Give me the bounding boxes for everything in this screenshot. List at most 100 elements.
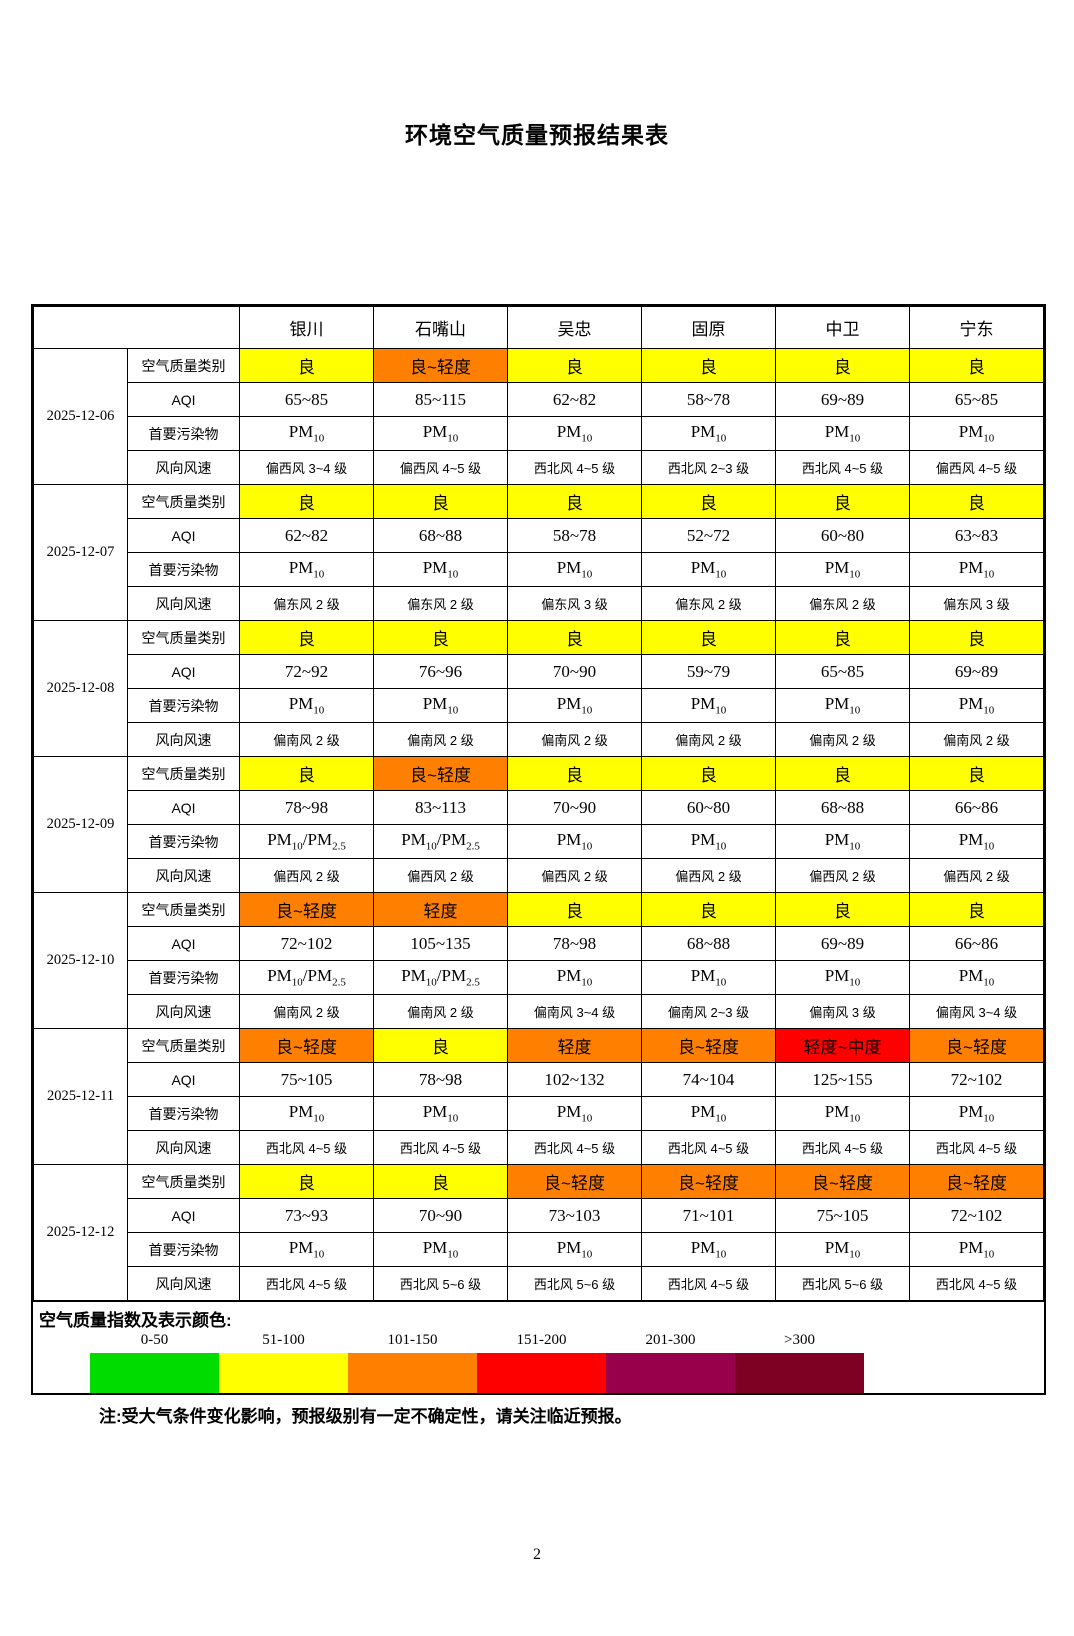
pollutant-cell: PM10 xyxy=(239,688,374,723)
row-label-wind: 风向风速 xyxy=(127,586,240,621)
pollutant-row: 首要污染物 PM10 PM10 PM10 PM10 PM10 PM10 xyxy=(34,552,1044,587)
wind-cell: 偏东风 2 级 xyxy=(775,586,910,621)
aqi-cell: 70~90 xyxy=(373,1198,508,1233)
aqi-cell: 72~102 xyxy=(909,1062,1044,1097)
row-label-aqi: AQI xyxy=(127,382,240,417)
row-label-pollutant: 首要污染物 xyxy=(127,416,240,451)
wind-cell: 西北风 4~5 级 xyxy=(507,450,642,485)
row-label-pollutant: 首要污染物 xyxy=(127,552,240,587)
wind-row: 风向风速 西北风 4~5 级 西北风 5~6 级 西北风 5~6 级 西北风 4… xyxy=(34,1266,1044,1301)
pollutant-cell: PM10 xyxy=(775,1096,910,1131)
pollutant-cell: PM10 xyxy=(641,824,776,859)
wind-row: 风向风速 西北风 4~5 级 西北风 4~5 级 西北风 4~5 级 西北风 4… xyxy=(34,1130,1044,1165)
row-label-aqi: AQI xyxy=(127,790,240,825)
legend-color-swatch xyxy=(477,1353,606,1393)
category-cell: 良~轻度 xyxy=(641,1164,776,1199)
wind-row: 风向风速 偏西风 3~4 级 偏西风 4~5 级 西北风 4~5 级 西北风 2… xyxy=(34,450,1044,485)
pollutant-cell: PM10 xyxy=(909,552,1044,587)
pollutant-cell: PM10 xyxy=(775,688,910,723)
aqi-cell: 66~86 xyxy=(909,926,1044,961)
category-cell: 良~轻度 xyxy=(641,1028,776,1063)
wind-cell: 偏东风 2 级 xyxy=(373,586,508,621)
wind-cell: 偏南风 2 级 xyxy=(373,722,508,757)
wind-cell: 西北风 4~5 级 xyxy=(239,1266,374,1301)
wind-cell: 西北风 4~5 级 xyxy=(239,1130,374,1165)
pollutant-cell: PM10 xyxy=(507,824,642,859)
wind-cell: 偏南风 2 级 xyxy=(239,722,374,757)
pollutant-cell: PM10 xyxy=(507,960,642,995)
pollutant-row: 首要污染物 PM10 PM10 PM10 PM10 PM10 PM10 xyxy=(34,688,1044,723)
aqi-cell: 59~79 xyxy=(641,654,776,689)
category-cell: 良 xyxy=(775,620,910,655)
category-cell: 良 xyxy=(239,620,374,655)
category-row: 2025-12-11 空气质量类别 良~轻度 良 轻度 良~轻度 轻度~中度 良… xyxy=(33,1028,1044,1165)
aqi-cell: 75~105 xyxy=(775,1198,910,1233)
pollutant-cell: PM10/PM2.5 xyxy=(239,960,374,995)
category-cell: 良 xyxy=(373,484,508,519)
pollutant-cell: PM10/PM2.5 xyxy=(373,960,508,995)
wind-cell: 偏南风 3 级 xyxy=(775,994,910,1029)
wind-cell: 偏南风 2 级 xyxy=(775,722,910,757)
legend-item: 151-200 xyxy=(477,1332,606,1393)
pollutant-cell: PM10 xyxy=(373,1096,508,1131)
aqi-cell: 60~80 xyxy=(641,790,776,825)
aqi-cell: 70~90 xyxy=(507,654,642,689)
category-cell: 良 xyxy=(909,892,1044,927)
aqi-cell: 73~103 xyxy=(507,1198,642,1233)
row-label-wind: 风向风速 xyxy=(127,858,240,893)
city-header: 吴忠 xyxy=(507,306,642,349)
pollutant-cell: PM10 xyxy=(775,824,910,859)
category-cell: 轻度~中度 xyxy=(775,1028,910,1063)
category-cell: 良 xyxy=(775,756,910,791)
category-cell: 良~轻度 xyxy=(507,1164,642,1199)
pollutant-row: 首要污染物 PM10/PM2.5 PM10/PM2.5 PM10 PM10 PM… xyxy=(34,824,1044,859)
wind-cell: 西北风 5~6 级 xyxy=(507,1266,642,1301)
aqi-cell: 68~88 xyxy=(373,518,508,553)
category-cell: 良 xyxy=(641,348,776,383)
aqi-cell: 78~98 xyxy=(239,790,374,825)
row-label-wind: 风向风速 xyxy=(127,994,240,1029)
aqi-cell: 68~88 xyxy=(641,926,776,961)
aqi-row: AQI 73~93 70~90 73~103 71~101 75~105 72~… xyxy=(34,1198,1044,1233)
aqi-cell: 65~85 xyxy=(909,382,1044,417)
category-cell: 良 xyxy=(507,756,642,791)
aqi-cell: 68~88 xyxy=(775,790,910,825)
category-cell: 良 xyxy=(239,756,374,791)
page-number: 2 xyxy=(533,1546,541,1563)
city-header: 宁东 xyxy=(909,306,1044,349)
pollutant-cell: PM10 xyxy=(373,688,508,723)
pollutant-row: 首要污染物 PM10 PM10 PM10 PM10 PM10 PM10 xyxy=(34,1232,1044,1267)
pollutant-row: 首要污染物 PM10/PM2.5 PM10/PM2.5 PM10 PM10 PM… xyxy=(34,960,1044,995)
date-cell: 2025-12-10 xyxy=(33,892,128,1029)
row-label-aqi: AQI xyxy=(127,1198,240,1233)
wind-cell: 西北风 5~6 级 xyxy=(373,1266,508,1301)
wind-cell: 偏东风 2 级 xyxy=(641,586,776,621)
row-label-wind: 风向风速 xyxy=(127,1130,240,1165)
aqi-row: AQI 65~85 85~115 62~82 58~78 69~89 65~85 xyxy=(34,382,1044,417)
category-cell: 轻度 xyxy=(507,1028,642,1063)
row-label-aqi: AQI xyxy=(127,926,240,961)
forecast-table: 银川 石嘴山 吴忠 固原 中卫 宁东 2025-12-06 空气质量类别 良 良… xyxy=(33,306,1044,1301)
city-header: 银川 xyxy=(239,306,374,349)
wind-cell: 西北风 4~5 级 xyxy=(775,1130,910,1165)
aqi-row: AQI 62~82 68~88 58~78 52~72 60~80 63~83 xyxy=(34,518,1044,553)
pollutant-row: 首要污染物 PM10 PM10 PM10 PM10 PM10 PM10 xyxy=(34,416,1044,451)
aqi-row: AQI 75~105 78~98 102~132 74~104 125~155 … xyxy=(34,1062,1044,1097)
wind-cell: 偏西风 2 级 xyxy=(373,858,508,893)
aqi-cell: 72~102 xyxy=(239,926,374,961)
pollutant-cell: PM10 xyxy=(507,416,642,451)
wind-row: 风向风速 偏东风 2 级 偏东风 2 级 偏东风 3 级 偏东风 2 级 偏东风… xyxy=(34,586,1044,621)
wind-cell: 西北风 4~5 级 xyxy=(909,1266,1044,1301)
pollutant-cell: PM10 xyxy=(507,552,642,587)
aqi-cell: 52~72 xyxy=(641,518,776,553)
pollutant-cell: PM10 xyxy=(507,688,642,723)
pollutant-cell: PM10 xyxy=(775,552,910,587)
category-cell: 良 xyxy=(507,484,642,519)
row-label-aqi: AQI xyxy=(127,654,240,689)
legend-range-label: 201-300 xyxy=(645,1332,696,1348)
pollutant-cell: PM10 xyxy=(775,960,910,995)
wind-cell: 偏东风 3 级 xyxy=(909,586,1044,621)
aqi-cell: 63~83 xyxy=(909,518,1044,553)
aqi-cell: 70~90 xyxy=(507,790,642,825)
wind-cell: 偏西风 4~5 级 xyxy=(909,450,1044,485)
